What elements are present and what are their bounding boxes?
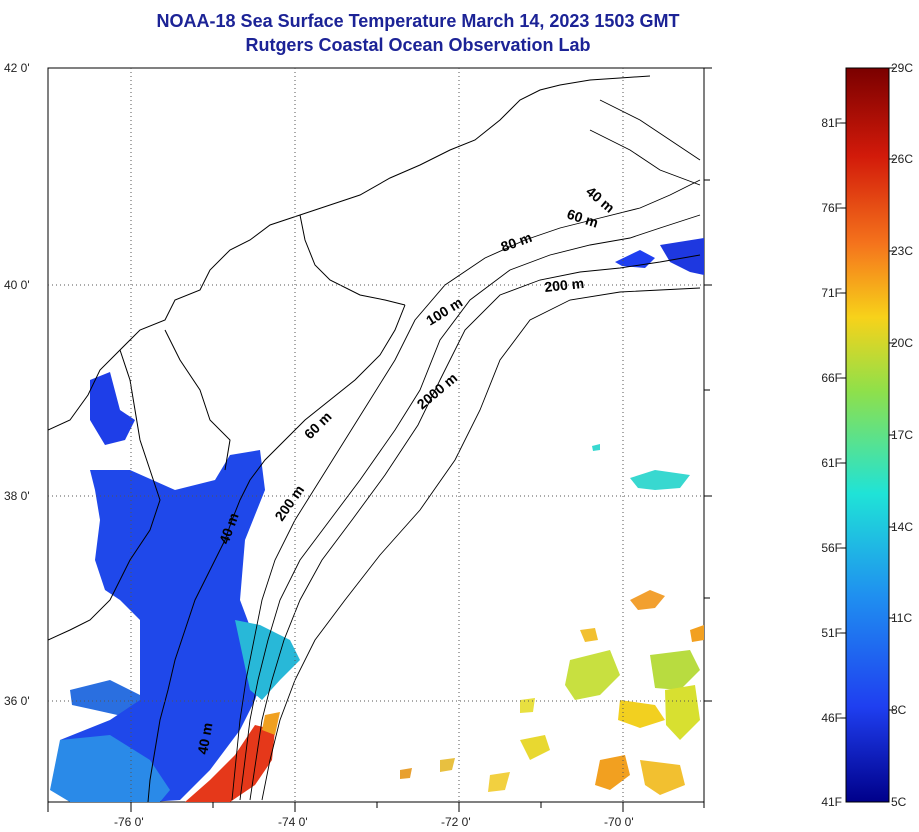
graticule (48, 68, 704, 802)
lat-label: 40 0' (4, 278, 30, 292)
colorbar-label-c: 5C (891, 795, 907, 809)
lat-label: 36 0' (4, 694, 30, 708)
colorbar-label-c: 20C (891, 336, 914, 350)
colorbar-label-f: 56F (821, 541, 842, 555)
colorbar-label-f: 76F (821, 201, 842, 215)
colorbar-label-f: 81F (821, 116, 842, 130)
lon-label: -72 0' (441, 815, 471, 829)
contour-label: 40 m (194, 721, 215, 755)
map-title: NOAA-18 Sea Surface Temperature March 14… (156, 11, 680, 31)
lon-label: -74 0' (278, 815, 308, 829)
lon-label: -76 0' (114, 815, 144, 829)
lat-label: 38 0' (4, 489, 30, 503)
colorbar-label-f: 66F (821, 371, 842, 385)
colorbar-label-c: 26C (891, 152, 914, 166)
colorbar-label-c: 11C (891, 611, 913, 625)
colorbar-label-c: 8C (891, 703, 907, 717)
colorbar-label-f: 71F (821, 286, 842, 300)
colorbar-label-c: 29C (891, 61, 914, 75)
axis-ticks (47, 67, 712, 812)
lat-label: 42 0' (4, 61, 30, 75)
colorbar-label-f: 51F (821, 626, 842, 640)
colorbar (845, 67, 890, 803)
map-subtitle: Rutgers Coastal Ocean Observation Lab (245, 35, 591, 55)
bathymetry-contours (231, 99, 701, 801)
coastline (48, 75, 651, 802)
colorbar-label-c: 14C (891, 520, 914, 534)
colorbar-label-f: 61F (821, 456, 842, 470)
lon-label: -70 0' (604, 815, 634, 829)
colorbar-label-f: 46F (821, 711, 842, 725)
colorbar-label-c: 23C (891, 244, 914, 258)
colorbar-ticks (840, 67, 895, 719)
contour-label: 200 m (544, 275, 585, 295)
colorbar-label-c: 17C (891, 428, 914, 442)
colorbar-label-f: 41F (821, 795, 842, 809)
